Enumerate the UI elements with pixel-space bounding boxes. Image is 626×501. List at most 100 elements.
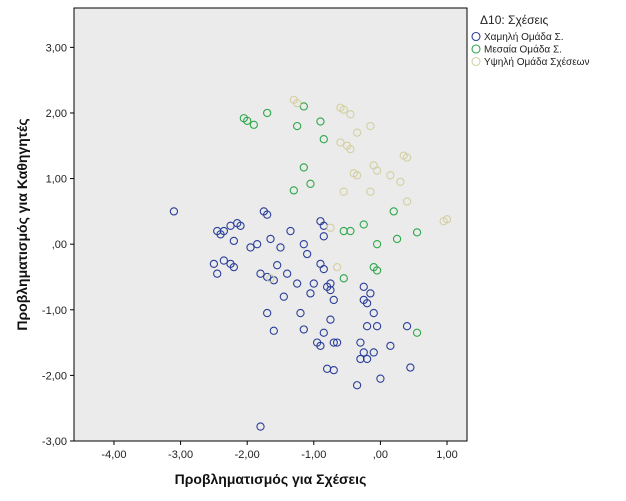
x-tick-label: -2,00 [235, 449, 260, 461]
data-point [369, 348, 378, 357]
data-point [396, 177, 405, 187]
data-point [292, 279, 302, 288]
data-point [372, 266, 382, 275]
data-point [319, 135, 328, 144]
data-point [306, 289, 315, 298]
data-point [249, 120, 258, 129]
data-point [326, 223, 335, 232]
data-point [359, 220, 368, 229]
data-point [306, 179, 315, 188]
data-point [329, 338, 338, 347]
data-point [402, 322, 412, 331]
data-point [412, 228, 422, 237]
data-point [246, 243, 255, 252]
y-axis-title: Προβληματισμός για Καθηγητές [14, 118, 30, 330]
y-tick-label: 1,00 [46, 174, 67, 186]
data-point [263, 108, 272, 118]
data-point [336, 138, 345, 147]
y-tick-label: -1,00 [42, 305, 67, 317]
x-tick-label: 1,00 [436, 449, 457, 461]
data-point [339, 105, 348, 114]
data-point [319, 264, 328, 274]
x-tick-label: -4,00 [101, 449, 126, 461]
data-point [329, 295, 338, 305]
data-point [352, 381, 362, 390]
data-point [266, 234, 275, 244]
data-point [326, 285, 335, 295]
data-point [366, 187, 375, 196]
data-point [376, 374, 385, 383]
data-point [386, 171, 395, 180]
data-point [266, 274, 275, 283]
data-point [386, 341, 395, 351]
data-point [412, 328, 422, 337]
data-point [286, 226, 295, 236]
data-point [219, 226, 229, 236]
data-point [299, 163, 308, 172]
data-point [263, 308, 272, 318]
legend-label: Χαμηλή Ομάδα Σ. [484, 31, 564, 43]
data-points [169, 95, 452, 431]
data-point [289, 186, 298, 195]
x-tick-label: -3,00 [168, 449, 193, 461]
data-point [339, 274, 348, 283]
data-point [236, 221, 245, 230]
data-point [256, 422, 265, 431]
data-point [309, 279, 318, 288]
data-point [372, 166, 382, 175]
data-point [326, 315, 335, 324]
data-point [352, 171, 362, 180]
data-point [279, 292, 288, 301]
data-point [263, 210, 272, 219]
data-point [292, 98, 302, 108]
data-point [402, 197, 412, 206]
legend-marker [471, 44, 481, 54]
data-point [283, 269, 292, 278]
y-tick-label: 3,00 [46, 42, 67, 54]
data-point [369, 308, 378, 318]
data-point [243, 116, 252, 125]
data-point [316, 341, 325, 351]
data-point [329, 365, 338, 375]
data-point [299, 102, 308, 111]
data-point [389, 207, 398, 216]
data-point [366, 289, 375, 298]
data-point [366, 121, 375, 131]
legend-marker [471, 56, 481, 67]
data-point [352, 128, 362, 137]
legend: Δ10: Σχέσεις Χαμηλή Ομάδα Σ.Μεσαία Ομάδα… [471, 13, 589, 68]
data-point [169, 207, 179, 216]
data-point [229, 262, 239, 272]
x-tick-label: ,00 [373, 449, 388, 461]
data-point [213, 269, 222, 278]
legend-label: Μεσαία Ομάδα Σ. [484, 44, 562, 56]
data-point [362, 322, 372, 331]
data-point [292, 121, 302, 131]
data-point [219, 256, 229, 265]
data-point [273, 261, 282, 270]
data-point [346, 110, 355, 119]
data-point [316, 117, 325, 126]
y-tick-label: -3,00 [42, 436, 67, 448]
data-point [346, 226, 355, 236]
data-point [332, 262, 342, 272]
legend-title: Δ10: Σχέσεις [480, 13, 549, 27]
data-point [256, 269, 265, 278]
data-point [359, 348, 368, 357]
data-point [402, 153, 412, 162]
data-point [326, 279, 335, 288]
data-point [346, 144, 355, 154]
data-point [209, 259, 219, 269]
data-point [339, 187, 348, 196]
data-point [392, 234, 402, 244]
legend-label: Υψηλή Ομάδα Σχέσεων [484, 56, 589, 68]
data-point [356, 354, 365, 364]
data-point [372, 322, 382, 331]
legend-marker [471, 31, 481, 42]
y-tick-label: -2,00 [42, 370, 67, 382]
data-point [406, 363, 415, 372]
data-point [229, 236, 239, 246]
plot-area [73, 7, 468, 442]
data-point [356, 338, 365, 347]
data-point [319, 328, 328, 337]
